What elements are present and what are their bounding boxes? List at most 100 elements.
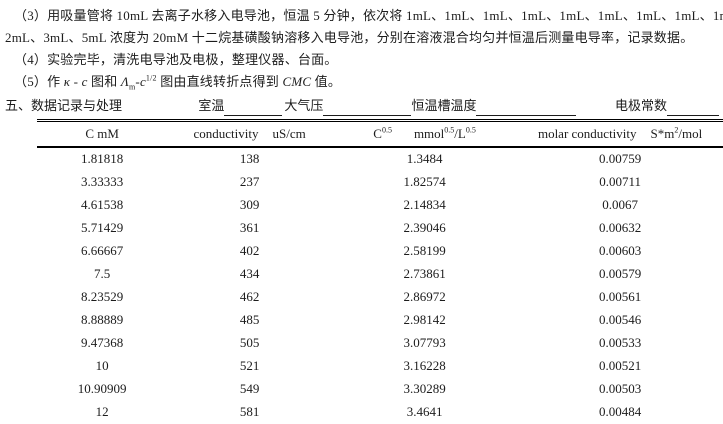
molar-unit: S*m2/mol: [650, 125, 703, 141]
cell-sqrt-concentration: 2.98142: [403, 312, 446, 327]
cell-concentration: 7.5: [94, 266, 111, 281]
pressure-label: 大气压: [284, 98, 324, 113]
cell-concentration: 8.23529: [81, 289, 124, 304]
table-row: 8.88889 485 2.98142 0.00546: [37, 309, 723, 332]
bath-temp-field: 恒温槽温度: [411, 95, 577, 116]
cell-conductivity: 309: [239, 197, 260, 212]
conductivity-unit: uS/cm: [272, 126, 306, 141]
cell-conductivity: 549: [239, 381, 260, 396]
cell-molar-conductivity: 0.00711: [599, 174, 641, 189]
cell-molar-conductivity: 0.00533: [598, 335, 642, 350]
cell-concentration: 8.88889: [81, 312, 124, 327]
table-row: 10.90909 549 3.30289 0.00503: [37, 378, 723, 401]
table-row: 6.66667 402 2.58199 0.00603: [37, 240, 723, 263]
cell-sqrt-concentration: 2.86972: [403, 289, 446, 304]
conductivity-label: conductivity: [193, 126, 259, 141]
cell-molar-conductivity: 0.00632: [598, 220, 642, 235]
molar-label: molar conductivity: [537, 126, 637, 141]
header-molar-conductivity: molar conductivity S*m2/mol: [517, 120, 723, 148]
c-sqrt-symbol: C0.5: [373, 125, 392, 141]
cell-conductivity: 581: [239, 404, 260, 419]
header-concentration: C mM: [37, 120, 168, 148]
section-title: 五、数据记录与处理: [5, 98, 123, 113]
procedure-step3-line1: （3）用吸量管将 10mL 去离子水移入电导池，恒温 5 分钟，依次将 1mL、…: [14, 8, 723, 23]
step5-mid2: -c: [135, 74, 146, 89]
cmc-label: CMC: [282, 74, 312, 89]
data-record-section-line: 五、数据记录与处理 室温 大气压 恒温槽温度 电极常数: [5, 95, 719, 116]
cell-molar-conductivity: 0.00503: [598, 381, 642, 396]
procedure-step3-line2: 2mL、3mL、5mL 浓度为 20mM 十二烷基磺酸钠溶移入电导池，分别在溶液…: [5, 30, 694, 45]
cell-sqrt-concentration: 3.30289: [403, 381, 446, 396]
table-row: 9.47368 505 3.07793 0.00533: [37, 332, 723, 355]
cell-molar-conductivity: 0.00561: [598, 289, 642, 304]
procedure-step4: （4）实验完毕，清洗电导池及电极，整理仪器、台面。: [14, 52, 338, 67]
kappa-c-formula: κ - c: [63, 74, 88, 89]
cell-sqrt-concentration: 3.4641: [406, 404, 443, 419]
cell-sqrt-concentration: 1.3484: [406, 151, 443, 166]
cell-conductivity: 138: [239, 151, 260, 166]
room-temp-label: 室温: [198, 98, 225, 113]
table-row: 4.61538 309 2.14834 0.0067: [37, 194, 723, 217]
table-row: 10 521 3.16228 0.00521: [37, 355, 723, 378]
cell-sqrt-concentration: 2.73861: [403, 266, 446, 281]
cell-concentration: 5.71429: [81, 220, 124, 235]
header-sqrt-concentration: C0.5 mmol0.5/L0.5: [331, 120, 518, 148]
cell-concentration: 3.33333: [81, 174, 124, 189]
cell-molar-conductivity: 0.00521: [598, 358, 642, 373]
cell-sqrt-concentration: 1.82574: [403, 174, 446, 189]
table-header: C mM conductivity uS/cm C0.5 mmol0.5/L0.5 …: [37, 120, 723, 148]
cell-conductivity: 521: [239, 358, 260, 373]
table-row: 1.81818 138 1.3484 0.00759: [37, 147, 723, 171]
cell-concentration: 4.61538: [81, 197, 124, 212]
table-row: 7.5 434 2.73861 0.00579: [37, 263, 723, 286]
step5-mid3: 图由直线转折点得到: [156, 74, 283, 89]
table-row: 12 581 3.4641 0.00484: [37, 401, 723, 424]
step5-prefix: （5）作: [14, 74, 64, 89]
cell-sqrt-concentration: 3.16228: [403, 358, 446, 373]
cell-sqrt-concentration: 3.07793: [403, 335, 446, 350]
bath-temp-blank: [476, 101, 577, 116]
electrode-const-label: 电极常数: [614, 98, 667, 113]
electrode-const-blank: [667, 101, 719, 116]
lambda-subscript: m: [128, 82, 136, 92]
cell-sqrt-concentration: 2.39046: [403, 220, 446, 235]
room-temp-blank: [224, 101, 283, 116]
room-temp-field: 室温: [198, 95, 284, 116]
cell-concentration: 1.81818: [81, 151, 124, 166]
cell-molar-conductivity: 0.00546: [598, 312, 642, 327]
cell-sqrt-concentration: 2.58199: [403, 243, 446, 258]
cell-conductivity: 462: [239, 289, 260, 304]
step5-mid1: 图和: [87, 74, 121, 89]
table-row: 8.23529 462 2.86972 0.00561: [37, 286, 723, 309]
bath-temp-label: 恒温槽温度: [411, 98, 477, 113]
c-sqrt-unit: mmol0.5/L0.5: [413, 125, 476, 141]
cell-conductivity: 237: [239, 174, 260, 189]
table-body: 1.81818 138 1.3484 0.00759 3.33333 237 1.82574…: [37, 147, 723, 424]
cell-concentration: 10: [95, 358, 109, 373]
cell-molar-conductivity: 0.0067: [602, 197, 638, 212]
procedure-step5: （5）作 κ - c 图和 Λm-c1/2 图由直线转折点得到 CMC 值。: [5, 71, 719, 93]
cell-molar-conductivity: 0.00759: [598, 151, 642, 166]
cell-concentration: 10.90909: [77, 381, 127, 396]
cell-conductivity: 434: [239, 266, 260, 281]
cell-conductivity: 505: [239, 335, 260, 350]
table-row: 5.71429 361 2.39046 0.00632: [37, 217, 723, 240]
pressure-field: 大气压: [284, 95, 412, 116]
c-exponent: 1/2: [145, 73, 157, 83]
cell-concentration: 6.66667: [81, 243, 124, 258]
cell-conductivity: 485: [239, 312, 260, 327]
header-conductivity: conductivity uS/cm: [167, 120, 332, 148]
cell-conductivity: 361: [239, 220, 260, 235]
cell-concentration: 9.47368: [81, 335, 124, 350]
lambda-symbol: Λ: [120, 74, 129, 89]
cell-molar-conductivity: 0.00579: [598, 266, 642, 281]
cell-molar-conductivity: 0.00484: [598, 404, 642, 419]
step5-suffix: 值。: [311, 74, 342, 89]
conductivity-data-table: C mM conductivity uS/cm C0.5 mmol0.5/L0.5 …: [37, 119, 723, 424]
electrode-const-field: 电极常数: [615, 95, 719, 116]
table-row: 3.33333 237 1.82574 0.00711: [37, 171, 723, 194]
pressure-blank: [323, 101, 412, 116]
cell-sqrt-concentration: 2.14834: [403, 197, 446, 212]
cell-concentration: 12: [95, 404, 109, 419]
